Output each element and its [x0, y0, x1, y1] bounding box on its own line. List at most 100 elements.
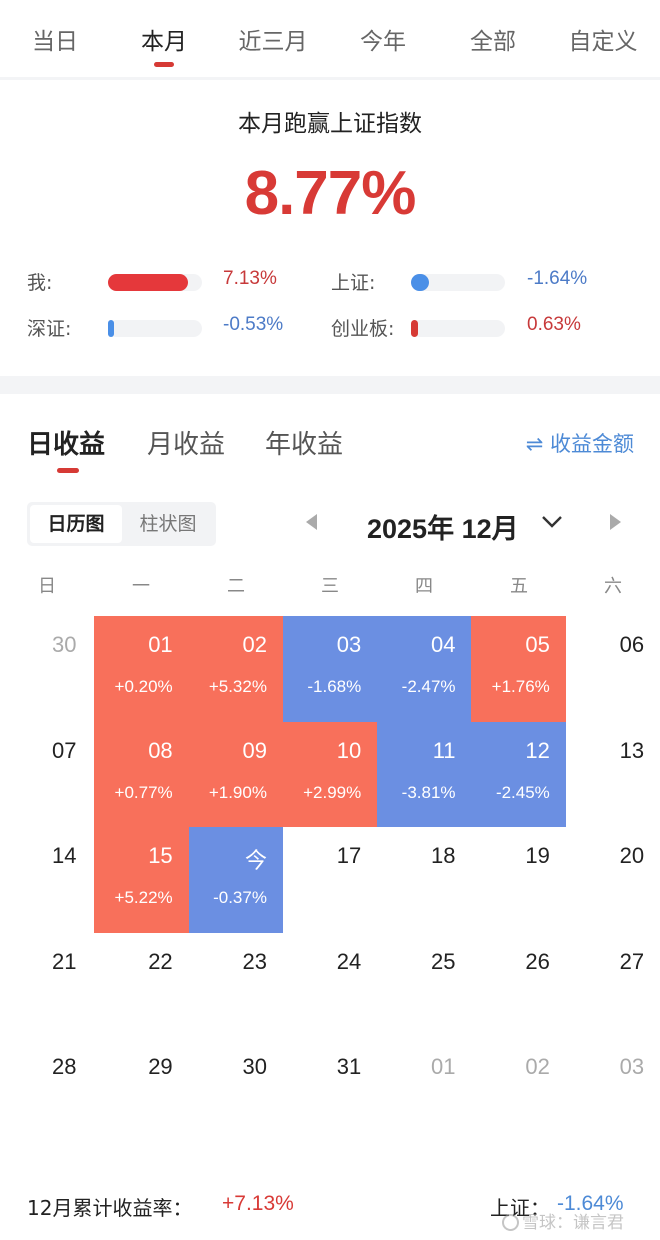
calendar-day[interactable]: 09 +1.90% — [188, 721, 283, 827]
day-number: 27 — [619, 948, 645, 974]
calendar-day[interactable]: 03 -1.68% — [282, 616, 378, 722]
calendar-day[interactable]: 25 — [377, 933, 471, 1039]
snowball-logo-icon — [502, 1214, 519, 1231]
tab-label: 近三月 — [238, 29, 308, 55]
period-tabs: 当日 本月 近三月 今年 全部 自定义 — [0, 0, 660, 78]
calendar-day[interactable]: 19 — [471, 827, 565, 933]
calendar-day[interactable]: 12 -2.45% — [471, 721, 566, 827]
calendar-day[interactable]: 28 — [0, 1038, 94, 1144]
amount-toggle-button[interactable]: ⇌ 收益金额 — [526, 428, 634, 458]
day-number: 03 — [619, 1054, 645, 1079]
day-return: +5.22% — [114, 888, 173, 907]
tab-all[interactable]: 全部 — [438, 22, 548, 56]
calendar-day[interactable]: 30 — [0, 616, 94, 722]
day-return: -0.37% — [213, 888, 267, 907]
triangle-left-icon[interactable] — [306, 514, 317, 530]
calendar-day[interactable]: 26 — [471, 933, 565, 1039]
calendar-day[interactable]: 07 — [0, 722, 94, 828]
calendar-day[interactable]: 22 — [94, 933, 188, 1039]
weekday-sun: 日 — [38, 576, 56, 597]
tab-today[interactable]: 当日 — [0, 22, 110, 56]
tab-label: 全部 — [470, 29, 516, 55]
chevron-down-icon[interactable] — [540, 509, 564, 533]
cumulative-return-label: 12月累计收益率： — [27, 1196, 193, 1220]
day-number: 26 — [525, 948, 550, 974]
section-divider — [0, 376, 660, 394]
comparison-value: 7.13% — [223, 268, 277, 289]
calendar-day[interactable]: 02 +5.32% — [188, 616, 283, 722]
day-number: 18 — [431, 843, 456, 868]
tab-label: 自定义 — [568, 29, 638, 55]
day-return: -1.68% — [307, 677, 362, 696]
calendar-day[interactable]: 15 +5.22% — [94, 827, 189, 933]
calendar-day[interactable]: 29 — [94, 1038, 188, 1144]
calendar-day[interactable]: 01 +0.20% — [94, 616, 189, 722]
day-number: 03 — [336, 632, 362, 657]
day-number: 15 — [148, 843, 173, 868]
weekday-sat: 六 — [604, 576, 622, 597]
tab-daily-earnings[interactable]: 日收益 — [27, 430, 106, 460]
calendar-day[interactable]: 20 — [566, 827, 660, 933]
day-number: 14 — [52, 843, 77, 868]
amount-toggle-label: 收益金额 — [550, 432, 634, 456]
day-number: 23 — [242, 948, 267, 974]
calendar-day[interactable]: 14 — [0, 827, 94, 933]
weekday-wed: 三 — [321, 576, 339, 597]
tab-yearly-earnings[interactable]: 年收益 — [265, 430, 344, 460]
tab-custom[interactable]: 自定义 — [548, 22, 658, 56]
day-number: 01 — [431, 1054, 456, 1079]
comparison-bar-fill — [108, 320, 114, 337]
day-number: 19 — [525, 843, 550, 868]
calendar-day[interactable]: 17 — [283, 827, 377, 933]
calendar-day[interactable]: 30 — [189, 1038, 283, 1144]
calendar-day[interactable]: 06 — [566, 616, 660, 722]
comparison-value: -0.53% — [223, 314, 284, 335]
comparison-mine: 我: 7.13% — [27, 268, 317, 298]
comparison-bar-track — [411, 274, 505, 291]
earnings-tab-underline — [57, 468, 79, 473]
calendar-day[interactable]: 24 — [283, 933, 377, 1039]
day-return: +2.99% — [303, 782, 362, 802]
tab-this-year[interactable]: 今年 — [328, 22, 438, 56]
calendar-day[interactable]: 10 +2.99% — [282, 721, 378, 827]
tab-monthly-earnings[interactable]: 月收益 — [147, 430, 226, 460]
day-return: +1.90% — [208, 782, 267, 802]
tab-label: 本月 — [141, 29, 187, 55]
day-return: -3.81% — [401, 782, 456, 802]
calendar-day[interactable]: 31 — [283, 1038, 377, 1144]
calendar-day[interactable]: 27 — [566, 933, 660, 1039]
day-number: 29 — [148, 1054, 173, 1079]
calendar-day[interactable]: 23 — [189, 933, 283, 1039]
calendar-day[interactable]: 04 -2.47% — [377, 616, 472, 722]
calendar-day[interactable]: 05 +1.76% — [471, 616, 566, 722]
calendar-day[interactable]: 今 -0.37% — [188, 827, 283, 933]
calendar-day[interactable]: 02 — [471, 1038, 565, 1144]
view-calendar-button[interactable]: 日历图 — [30, 505, 122, 543]
day-number: 02 — [525, 1054, 550, 1079]
day-number: 31 — [336, 1054, 362, 1079]
calendar-day[interactable]: 18 — [377, 827, 471, 933]
day-return: +5.32% — [208, 677, 267, 696]
comparison-bar-fill — [108, 274, 188, 291]
calendar-day[interactable]: 21 — [0, 933, 94, 1039]
month-title[interactable]: 2025年 12月 — [367, 514, 519, 544]
tab-this-month[interactable]: 本月 — [109, 22, 219, 67]
calendar-day[interactable]: 11 -3.81% — [377, 721, 472, 827]
comparison-bar-fill — [411, 320, 418, 337]
calendar-day[interactable]: 08 +0.77% — [94, 721, 189, 827]
day-number: 17 — [336, 843, 362, 868]
calendar-day[interactable]: 01 — [377, 1038, 471, 1144]
calendar-day[interactable]: 03 — [566, 1038, 660, 1144]
triangle-right-icon[interactable] — [610, 514, 621, 530]
summary-outperform-value: 8.77% — [244, 159, 417, 228]
weekday-tue: 二 — [227, 576, 245, 597]
comparison-bar-fill — [411, 274, 429, 291]
view-bar-chart-button[interactable]: 柱状图 — [139, 513, 197, 535]
comparison-shanghai: 上证: -1.64% — [331, 268, 631, 298]
calendar-day[interactable]: 13 — [566, 722, 660, 828]
summary-title: 本月跑赢上证指数 — [238, 111, 422, 137]
day-number: 12 — [525, 737, 550, 763]
day-number: 20 — [619, 843, 645, 868]
day-return: -2.45% — [495, 782, 550, 802]
tab-last-three-months[interactable]: 近三月 — [218, 22, 328, 56]
